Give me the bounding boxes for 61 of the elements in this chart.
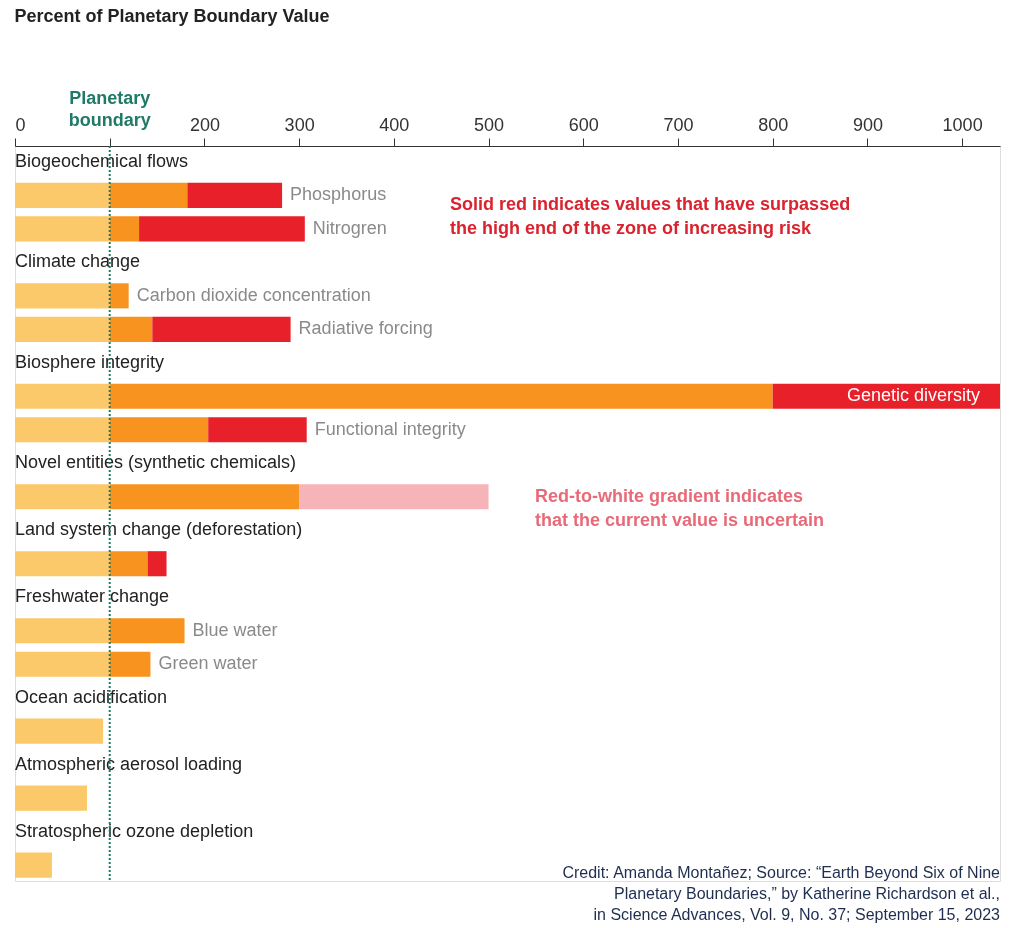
- y-tick-label: Novel entities (synthetic chemicals): [15, 452, 297, 473]
- bar: [109, 216, 140, 242]
- chart-title: Percent of Planetary Boundary Value: [14, 6, 330, 26]
- annotation: Red-to-white gradient indicates that the current value is uncertain: [535, 485, 825, 530]
- bar: [208, 417, 307, 443]
- y-tick-label: Biogeochemical flows: [15, 150, 189, 171]
- bar: [109, 618, 185, 644]
- bar: [109, 417, 209, 443]
- x-tick-label: 1000: [942, 114, 983, 135]
- x-tick-label: 900: [852, 114, 883, 135]
- bar: [15, 651, 110, 677]
- bar: [15, 785, 87, 811]
- bar: [15, 484, 110, 510]
- bar: [109, 316, 153, 342]
- bar: [15, 718, 104, 744]
- x-tick-label: 0: [15, 114, 26, 135]
- y-tick-label: Atmospheric aerosol loading: [15, 753, 243, 774]
- x-tick-label: 300: [284, 114, 315, 135]
- x-tick-label: 400: [379, 114, 410, 135]
- bar: [15, 283, 110, 309]
- y-tick-label: Climate change: [15, 251, 141, 272]
- bar: [299, 484, 489, 510]
- bar: [109, 551, 148, 577]
- bar: [139, 216, 305, 242]
- bar: [109, 651, 151, 677]
- y-tick-label: Freshwater change: [15, 586, 170, 607]
- y-tick-label: Radiative forcing: [298, 318, 433, 339]
- bar: [147, 551, 167, 577]
- y-tick-label: Stratospheric ozone depletion: [15, 820, 254, 841]
- y-tick-label: Phosphorus: [290, 184, 387, 205]
- bar: [15, 316, 110, 342]
- y-tick-label: Carbon dioxide concentration: [136, 284, 371, 305]
- y-tick-label: Genetic diversity: [846, 385, 980, 406]
- bar: [15, 182, 110, 208]
- x-tick-label: 800: [758, 114, 789, 135]
- bar: [15, 417, 110, 443]
- annotation: Solid red indicates values that have surpassed the high end of the zone of increasing risk: [450, 194, 851, 239]
- bar: [15, 551, 110, 577]
- annotation: Credit: Amanda Montañez; Source: “Earth Beyond Six of Nine Planetary Boundaries,” by Katherine Richardson et al., in Science Advances, Vol. 9, No. 37; September 15, 2023: [562, 864, 1001, 923]
- y-tick-label: Nitrogren: [312, 217, 387, 238]
- y-tick-label: Ocean acidification: [15, 686, 168, 707]
- bar: [109, 484, 300, 510]
- bar: [15, 216, 110, 242]
- x-tick-label: 600: [568, 114, 599, 135]
- bar: [109, 383, 773, 409]
- x-tick-label: 500: [474, 114, 505, 135]
- bar: [15, 618, 110, 644]
- bar: [152, 316, 291, 342]
- y-tick-label: Blue water: [192, 619, 278, 640]
- bar: [15, 852, 52, 878]
- bar: [109, 283, 129, 309]
- bar: [109, 182, 188, 208]
- ref-line-label: Planetary boundary: [68, 88, 151, 130]
- x-tick-label: 200: [189, 114, 220, 135]
- y-tick-label: Green water: [158, 653, 258, 674]
- x-tick-label: 700: [663, 114, 694, 135]
- bar: [15, 383, 110, 409]
- y-tick-label: Land system change (deforestation): [15, 519, 303, 540]
- bar: [187, 182, 283, 208]
- y-tick-label: Functional integrity: [314, 418, 466, 439]
- y-tick-label: Biosphere integrity: [15, 351, 165, 372]
